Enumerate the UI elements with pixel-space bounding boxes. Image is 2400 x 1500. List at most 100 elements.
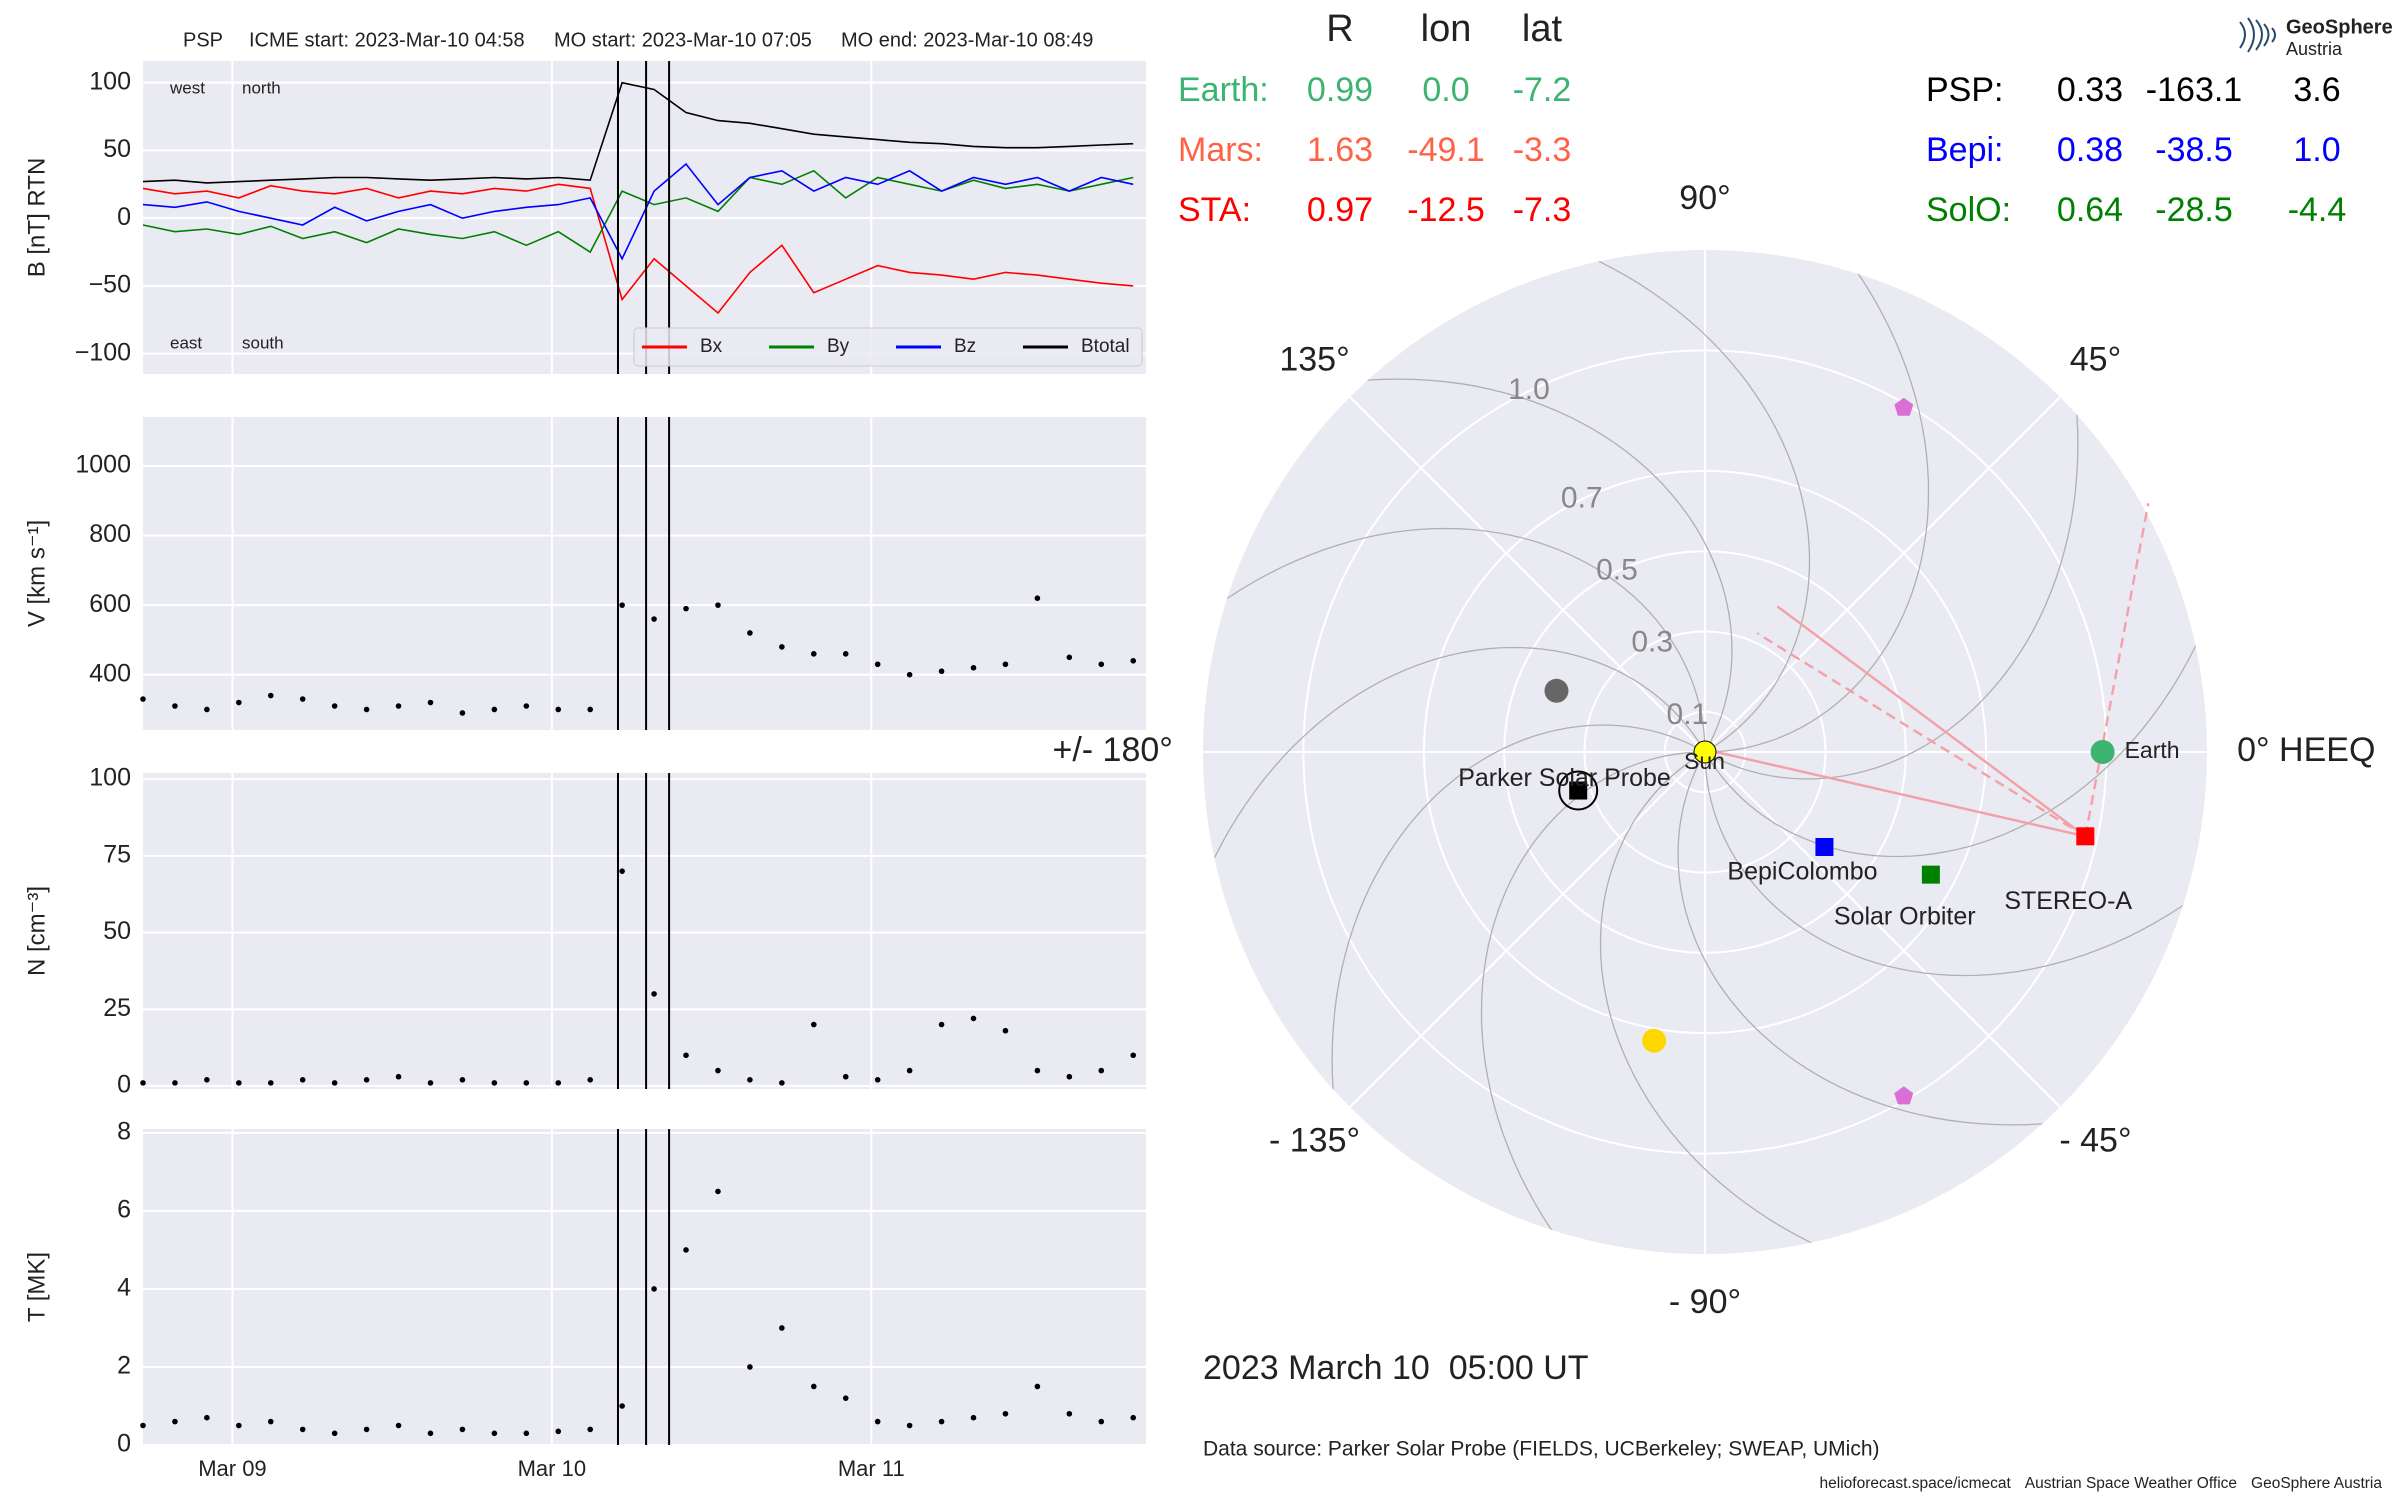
table-value: 3.6: [2293, 71, 2340, 109]
legend-label: Bz: [954, 336, 976, 357]
table-name: Earth:: [1178, 71, 1269, 109]
data-point: [555, 1080, 562, 1086]
data-point: [906, 1422, 913, 1429]
data-point: [810, 1383, 817, 1390]
grid: [143, 1129, 1146, 1446]
data-point: [459, 1426, 466, 1433]
theta-grid-line: [1704, 396, 2061, 753]
logo-arc: [2271, 27, 2276, 43]
y-tick-label: 0: [117, 203, 131, 231]
logo-arc: [2239, 21, 2246, 49]
r-tick-label: 0.1: [1667, 698, 1709, 731]
body-marker: [1894, 397, 1914, 416]
table-value: 0.97: [1307, 191, 1373, 229]
panel-title: MO end: 2023-Mar-10 08:49: [841, 29, 1093, 51]
data-point: [395, 1073, 402, 1080]
series-line: [142, 162, 1134, 261]
y-tick-label: 8: [117, 1118, 131, 1146]
panel-title: MO start: 2023-Mar-10 07:05: [554, 29, 812, 51]
date-label: 2023 March 10 05:00 UT: [1203, 1349, 1589, 1387]
table-name: Bepi:: [1926, 131, 2004, 169]
data-point: [779, 1325, 785, 1331]
data-point: [587, 1426, 593, 1433]
y-tick-label: 50: [103, 917, 131, 945]
r-tick-label: 0.5: [1596, 553, 1638, 586]
data-point: [587, 1076, 593, 1083]
parker-spiral: [1203, 378, 1733, 753]
data-point: [779, 1080, 785, 1086]
parker-spiral: [1704, 250, 2207, 858]
data-point: [555, 706, 562, 713]
data-point: [1034, 595, 1041, 601]
data-point: [1130, 1414, 1137, 1421]
table-header: R: [1326, 8, 1353, 50]
y-tick-label: −50: [89, 271, 131, 299]
theta-tick-label: 0° HEEQ: [2237, 731, 2375, 769]
theta-tick-label: +/- 180°: [1052, 731, 1172, 769]
theta-grid-line: [1349, 751, 1706, 1108]
parker-spiral: [1704, 250, 2079, 780]
data-point: [747, 1076, 753, 1083]
y-axis-label: N [cm⁻³]: [23, 886, 50, 976]
table-value: 1.63: [1307, 131, 1373, 169]
data-point: [1002, 1410, 1009, 1417]
table-value: 1.0: [2293, 131, 2340, 169]
data-point: [747, 1364, 753, 1370]
data-point: [204, 706, 210, 713]
data-point: [267, 692, 274, 699]
source-note: Data source: Parker Solar Probe (FIELDS,…: [1203, 1438, 1880, 1461]
table-value: 0.33: [2057, 71, 2123, 109]
theta-tick-label: 135°: [1279, 341, 1349, 379]
legend-label: Bx: [700, 336, 723, 357]
data-point: [267, 1418, 274, 1425]
footer-item: Austrian Space Weather Office: [2025, 1475, 2237, 1492]
data-point: [491, 706, 498, 713]
table-name: SolO:: [1926, 191, 2011, 229]
body-label: Solar Orbiter: [1834, 902, 1976, 930]
data-point: [172, 1418, 178, 1425]
data-point: [427, 699, 434, 706]
sta-view-line: [1704, 748, 2086, 838]
annotation: east: [170, 333, 202, 352]
data-point: [1002, 1027, 1009, 1034]
legend-label: By: [827, 336, 850, 357]
data-point: [874, 661, 881, 668]
parker-spiral: [1203, 646, 1706, 1254]
table-value: -163.1: [2146, 71, 2242, 109]
footer-item: GeoSphere Austria: [2251, 1475, 2382, 1492]
data-point: [395, 1422, 402, 1429]
plot-background: [143, 1129, 1146, 1445]
data-point: [906, 671, 913, 678]
y-tick-label: −100: [75, 338, 131, 366]
data-point: [1066, 654, 1073, 661]
data-point: [331, 1080, 338, 1086]
y-tick-label: 0: [117, 1430, 131, 1458]
theta-tick-label: - 135°: [1269, 1121, 1360, 1159]
grid: [143, 417, 1146, 730]
sta-view-line: [1776, 605, 2087, 838]
data-point: [1034, 1383, 1041, 1390]
parker-spiral: [1203, 527, 1706, 1098]
data-point: [1098, 661, 1105, 668]
y-tick-label: 100: [89, 764, 131, 792]
body-label: BepiColombo: [1727, 858, 1877, 886]
body-marker: [1815, 838, 1834, 857]
data-point: [715, 1067, 721, 1074]
data-point: [172, 1080, 178, 1086]
data-point: [363, 1076, 370, 1083]
data-point: [140, 696, 146, 702]
table-value: 0.64: [2057, 191, 2123, 229]
data-point: [810, 1021, 817, 1028]
logo-arc: [2247, 17, 2255, 53]
data-point: [842, 651, 849, 657]
data-point: [1066, 1410, 1073, 1417]
annotation: west: [169, 78, 205, 97]
legend-box: [633, 327, 1143, 367]
logo-text: Austria: [2286, 39, 2343, 59]
table-header: lon: [1421, 8, 1472, 50]
theta-tick-label: 45°: [2070, 341, 2121, 379]
data-point: [555, 1428, 562, 1435]
r-tick-label: 0.7: [1561, 481, 1603, 514]
table-value: -28.5: [2155, 191, 2233, 229]
sun-label: Sun: [1684, 748, 1725, 774]
